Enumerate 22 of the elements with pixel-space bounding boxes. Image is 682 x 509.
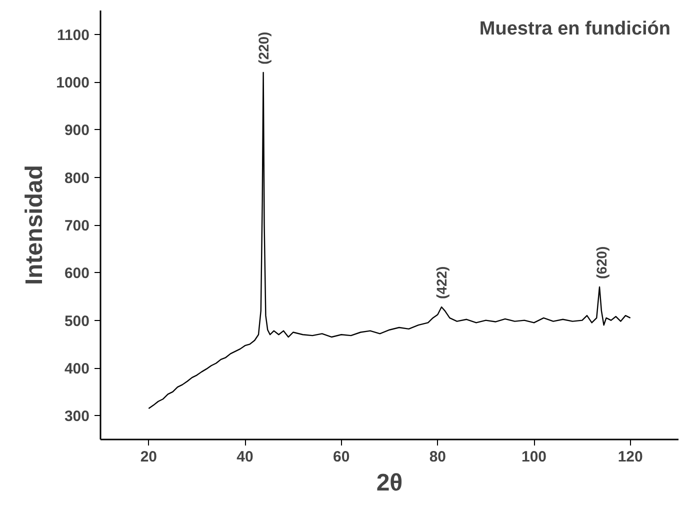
x-axis-title: 2θ: [376, 470, 403, 496]
y-tick-label: 500: [64, 312, 90, 330]
y-tick-label: 800: [64, 170, 90, 187]
y-tick-label: 600: [64, 265, 90, 282]
line-series: [148, 72, 631, 410]
x-tick-label: 120: [618, 448, 643, 466]
x-tick-label: 40: [236, 448, 254, 466]
y-tick-label: 700: [64, 218, 90, 234]
y-tick-label: 1100: [56, 26, 90, 44]
chart-title: Muestra en fundición: [479, 18, 671, 40]
y-tick-label: 400: [64, 360, 90, 378]
x-tick-label: 20: [140, 448, 158, 466]
x-tick-label: 60: [332, 448, 350, 466]
y-tick-label: 300: [64, 408, 90, 426]
annotation: (620): [593, 246, 610, 279]
y-tick-label: 1000: [56, 74, 90, 92]
annotation: (220): [255, 32, 272, 64]
y-axis-title: Intensidad: [21, 164, 48, 286]
y-tick-label: 900: [64, 122, 90, 140]
x-tick-label: 80: [429, 448, 446, 466]
x-tick-label: 100: [521, 448, 547, 466]
annotation: (422): [434, 266, 450, 299]
